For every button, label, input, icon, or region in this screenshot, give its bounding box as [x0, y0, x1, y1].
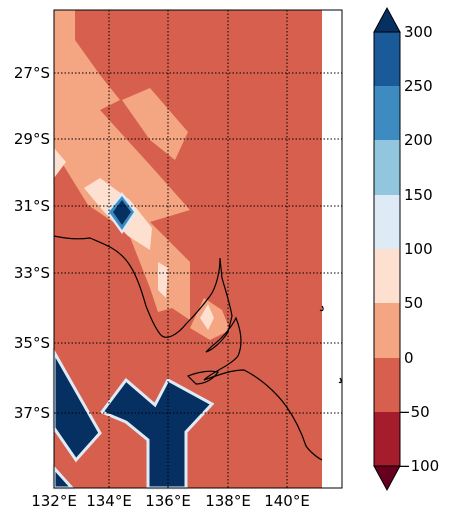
- lat-tick-label: 33°S: [14, 264, 50, 282]
- field-region-50-100: [54, 148, 66, 178]
- colorbar-frame: [373, 31, 401, 467]
- colorbar-over-arrow: [373, 6, 401, 33]
- field-region-50-100: [200, 304, 214, 330]
- lon-tick-label: 134°E: [86, 492, 132, 510]
- lat-tick-label: 35°S: [14, 334, 50, 352]
- colorbar-tick-label: 200: [404, 131, 433, 149]
- colorbar-segment: [374, 32, 400, 86]
- colorbar-tick-label: 150: [404, 186, 433, 204]
- colorbar-segment: [374, 86, 400, 140]
- colorbar-segment: [374, 195, 400, 249]
- blank-strip: [322, 10, 342, 488]
- colorbar-tick-label: 50: [404, 294, 423, 312]
- lon-tick-label: 138°E: [205, 492, 251, 510]
- coastline: [53, 235, 342, 461]
- colorbar-segment: [374, 140, 400, 195]
- colorbar-tick-label: 0: [404, 349, 414, 367]
- colorbar-segment: [374, 303, 400, 358]
- map-frame: [53, 9, 343, 489]
- field-region-over: [52, 346, 215, 490]
- colorbar-segment: [374, 249, 400, 303]
- latitude-labels: 27°S 29°S 31°S 33°S 35°S 37°S: [14, 64, 50, 422]
- lon-tick-label: 140°E: [264, 492, 310, 510]
- colorbar-tick-label: 300: [404, 23, 433, 41]
- field-region-50-100: [158, 262, 168, 298]
- colorbar-segment: [374, 358, 400, 412]
- colorbar-tick-label: −50: [398, 403, 430, 421]
- colorbar-segment: [374, 412, 400, 466]
- lat-tick-label: 27°S: [14, 64, 50, 82]
- colorbar-tick-label: 250: [404, 77, 433, 95]
- lat-tick-label: 31°S: [14, 197, 50, 215]
- colorbar-tick-label: 100: [404, 240, 433, 258]
- field-region-0-50: [54, 10, 190, 320]
- lat-tick-label: 37°S: [14, 404, 50, 422]
- colorbar-under-arrow: [373, 465, 401, 492]
- colorbar-tick-label: −100: [398, 457, 439, 475]
- field-region-0-50: [122, 88, 188, 160]
- gridlines: [54, 10, 342, 488]
- longitude-labels: 132°E 134°E 136°E 138°E 140°E: [31, 492, 310, 510]
- lon-tick-label: 132°E: [31, 492, 77, 510]
- lon-tick-label: 136°E: [145, 492, 191, 510]
- map-panel: [52, 9, 343, 490]
- colorbar: 300 250 200 150 100 50 0 −50 −100: [373, 6, 439, 492]
- lat-tick-label: 29°S: [14, 130, 50, 148]
